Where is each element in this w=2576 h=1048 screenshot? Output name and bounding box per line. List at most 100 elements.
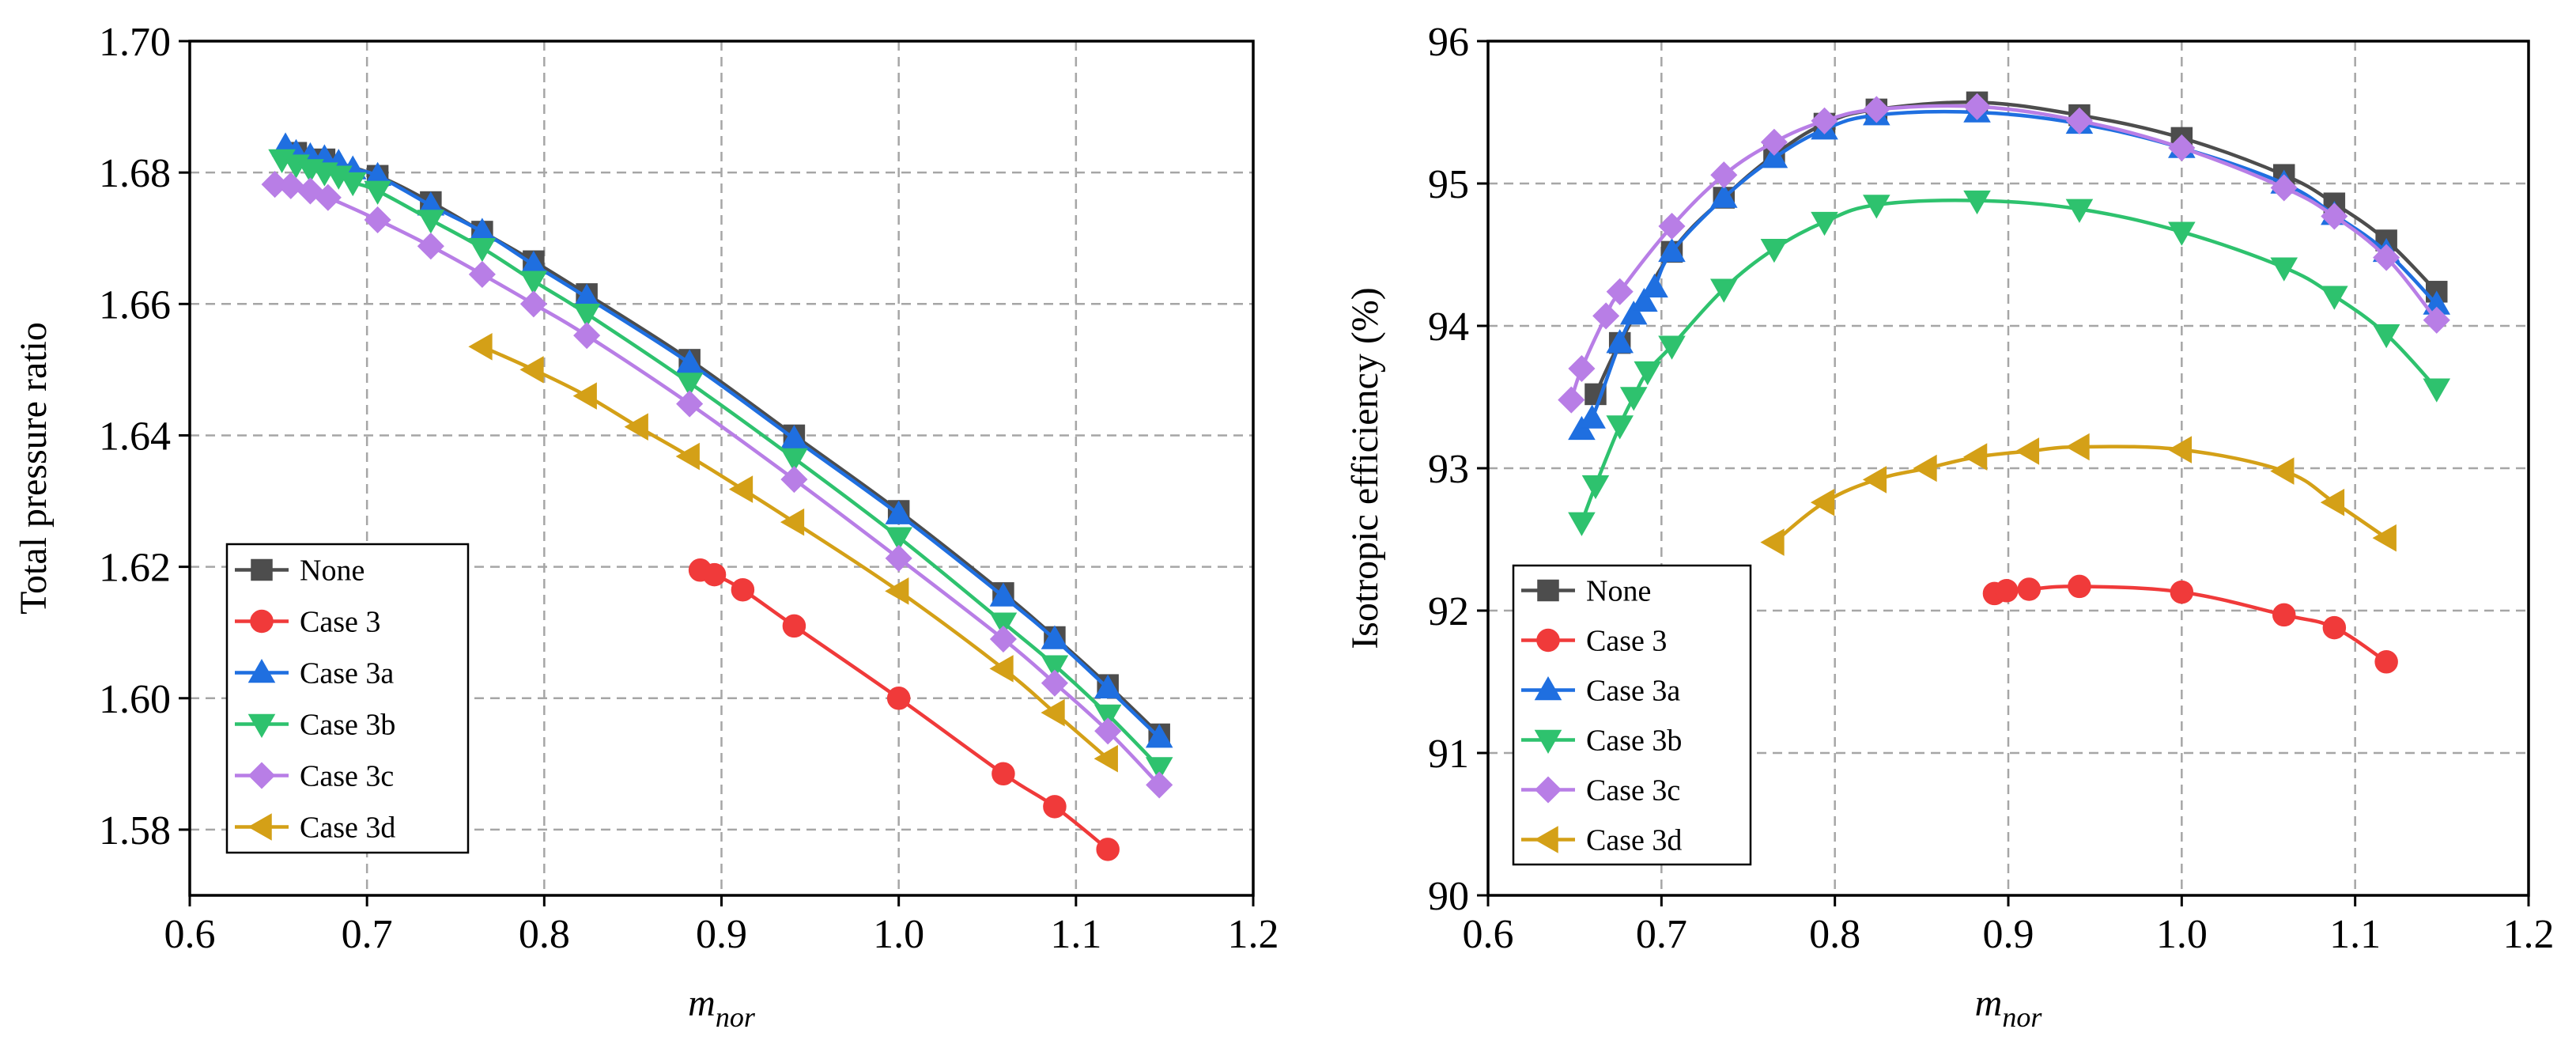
y-tick-label: 1.62 bbox=[99, 546, 171, 591]
data-point bbox=[2015, 437, 2040, 465]
data-point bbox=[2372, 324, 2400, 349]
series-line bbox=[1773, 445, 2388, 544]
data-point bbox=[1568, 354, 1596, 383]
data-point bbox=[1658, 212, 1686, 240]
data-point bbox=[676, 390, 704, 418]
data-point bbox=[1041, 698, 1065, 727]
data-point bbox=[1995, 579, 2019, 603]
x-tick-label: 1.2 bbox=[2503, 912, 2555, 957]
legend-label: Case 3 bbox=[300, 606, 380, 639]
data-point bbox=[1093, 744, 1118, 773]
x-tick-label: 0.8 bbox=[519, 912, 570, 957]
legend-marker bbox=[1534, 776, 1562, 804]
data-point bbox=[780, 508, 805, 536]
x-tick-label: 0.9 bbox=[696, 912, 747, 957]
data-point bbox=[1094, 717, 1122, 745]
data-point bbox=[1963, 190, 1991, 215]
series-line bbox=[1569, 104, 2438, 401]
data-point bbox=[2065, 107, 2093, 134]
data-point bbox=[2167, 436, 2193, 463]
y-tick-label: 1.68 bbox=[99, 151, 171, 196]
data-point bbox=[2170, 580, 2194, 604]
legend-box bbox=[1512, 564, 1752, 866]
data-point bbox=[314, 183, 342, 211]
series-case-3d bbox=[1760, 433, 2397, 556]
legend-marker bbox=[1537, 579, 1559, 602]
data-point bbox=[780, 448, 808, 473]
data-point bbox=[1578, 404, 1606, 429]
series-case-3d bbox=[468, 333, 1118, 773]
legend-item: Case 3a bbox=[1521, 675, 1680, 708]
legend-item: Case 3 bbox=[235, 606, 380, 639]
data-point bbox=[1710, 161, 1738, 189]
data-point bbox=[277, 172, 304, 199]
data-point bbox=[2068, 574, 2091, 599]
data-point bbox=[885, 544, 912, 572]
data-point bbox=[675, 373, 704, 397]
legend-label: None bbox=[300, 554, 364, 588]
legend-label: Case 3d bbox=[300, 812, 395, 845]
legend-item: Case 3d bbox=[235, 812, 395, 845]
legend-marker bbox=[247, 813, 272, 841]
y-tick-label: 1.58 bbox=[99, 808, 171, 853]
data-point bbox=[1146, 771, 1173, 799]
data-point bbox=[417, 210, 445, 234]
series-case-3b bbox=[1568, 190, 2451, 536]
data-point bbox=[1963, 443, 1988, 471]
data-point bbox=[1145, 724, 1173, 748]
data-point bbox=[702, 562, 727, 587]
data-point bbox=[1658, 335, 1686, 360]
data-point bbox=[364, 206, 391, 234]
y-tick-label: 93 bbox=[1428, 447, 1469, 492]
data-point bbox=[1634, 361, 1662, 386]
legend-marker bbox=[250, 609, 274, 634]
data-point bbox=[572, 382, 597, 410]
legend-marker bbox=[247, 658, 276, 683]
legend-marker bbox=[1534, 729, 1562, 755]
data-point bbox=[2017, 577, 2042, 601]
data-point bbox=[886, 687, 911, 710]
data-point bbox=[1093, 704, 1122, 729]
x-axis-label-subscript: nor bbox=[2002, 1001, 2042, 1033]
data-point bbox=[1592, 302, 1620, 330]
data-point bbox=[572, 304, 601, 328]
x-tick-label: 1.1 bbox=[2329, 912, 2381, 957]
data-point bbox=[2270, 257, 2298, 282]
legend-item: Case 3b bbox=[235, 709, 395, 742]
data-point bbox=[989, 655, 1014, 683]
data-point bbox=[2270, 174, 2298, 202]
x-tick-label: 0.8 bbox=[1809, 912, 1860, 957]
x-tick-label: 0.6 bbox=[164, 912, 216, 957]
y-tick-label: 1.64 bbox=[99, 414, 171, 459]
data-point bbox=[2372, 524, 2397, 552]
data-point bbox=[728, 475, 754, 503]
series-case-3c bbox=[1558, 93, 2450, 414]
y-tick-label: 95 bbox=[1428, 162, 1469, 207]
data-point bbox=[2270, 457, 2295, 485]
data-point bbox=[675, 349, 704, 373]
y-tick-label: 1.66 bbox=[99, 282, 171, 327]
legend-label: Case 3b bbox=[1586, 725, 1682, 758]
data-point bbox=[1710, 183, 1738, 208]
data-point bbox=[1811, 107, 1838, 134]
data-point bbox=[1041, 669, 1068, 697]
right-chart-isotropic-efficiency: 0.6 0.7 0.8 0.9 1.0 1.1 1.2 90 91 92 93 94 95 96 mnor I… bbox=[1344, 20, 2555, 1033]
data-point bbox=[989, 612, 1018, 637]
data-point bbox=[2065, 199, 2094, 223]
y-tick-label: 91 bbox=[1428, 732, 1469, 777]
data-point bbox=[519, 356, 544, 384]
legend-label: Case 3b bbox=[300, 709, 395, 742]
data-point bbox=[1863, 195, 1890, 219]
data-point bbox=[2320, 488, 2345, 516]
series-line bbox=[481, 345, 1109, 760]
legend-label: Case 3c bbox=[1586, 774, 1680, 808]
x-axis-label-main: m bbox=[1975, 982, 2003, 1024]
legend: None Case 3 Case 3a Case 3b Case 3c Case 3d bbox=[225, 543, 470, 854]
data-point bbox=[1760, 128, 1788, 156]
legend-label: Case 3a bbox=[300, 657, 394, 690]
legend: None Case 3 Case 3a Case 3b Case 3c Case 3d bbox=[1512, 564, 1752, 866]
series-line bbox=[1593, 100, 2438, 395]
data-point bbox=[468, 260, 496, 288]
data-point bbox=[2321, 286, 2348, 310]
data-point bbox=[1862, 466, 1887, 494]
